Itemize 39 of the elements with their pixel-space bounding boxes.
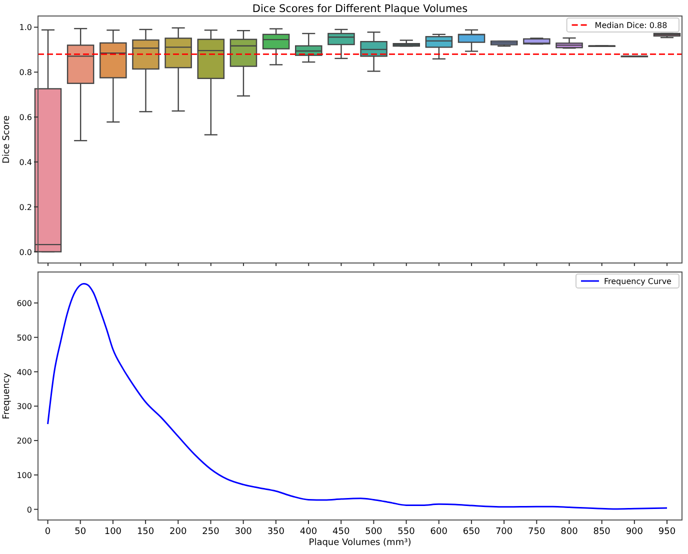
x-tick-label: 250 xyxy=(202,527,220,537)
y-tick-label: 300 xyxy=(16,402,32,412)
y-tick-label: 500 xyxy=(16,333,32,342)
x-tick-label: 400 xyxy=(300,527,318,537)
x-tick-label: 450 xyxy=(332,527,350,537)
y-axis-title: Dice Score xyxy=(2,115,12,164)
x-tick-label: 100 xyxy=(104,527,122,537)
x-tick-label: 50 xyxy=(74,527,86,537)
x-axis-title: Plaque Volumes (mm³) xyxy=(308,538,412,548)
y-tick-label: 0.2 xyxy=(19,202,32,212)
x-tick-label: 700 xyxy=(495,527,513,537)
y-tick-label: 600 xyxy=(16,298,32,308)
x-tick-label: 850 xyxy=(593,527,611,537)
y-tick-label: 100 xyxy=(16,470,32,480)
x-tick-label: 800 xyxy=(560,527,578,537)
y-tick-label: 1.0 xyxy=(19,23,32,32)
x-tick-label: 950 xyxy=(658,527,676,537)
x-tick-label: 600 xyxy=(430,527,448,537)
y-tick-label: 0.6 xyxy=(19,113,32,122)
x-tick-label: 300 xyxy=(234,527,252,537)
y-tick-label: 200 xyxy=(16,436,32,446)
y-tick-label: 0.4 xyxy=(19,158,32,167)
x-tick-label: 650 xyxy=(462,527,480,537)
y-tick-label: 400 xyxy=(16,368,32,377)
x-tick-label: 150 xyxy=(136,527,154,537)
x-tick-label: 350 xyxy=(267,527,285,537)
x-tick-label: 0 xyxy=(44,527,51,537)
x-tick-label: 900 xyxy=(626,527,644,537)
x-tick-label: 550 xyxy=(398,527,416,537)
legend-label: Frequency Curve xyxy=(604,277,672,286)
x-tick-label: 750 xyxy=(528,527,546,537)
y-tick-label: 0 xyxy=(26,505,32,514)
x-tick-label: 200 xyxy=(170,527,187,537)
y-tick-label: 0.0 xyxy=(19,248,32,257)
x-tick-label: 500 xyxy=(365,527,383,537)
y-tick-label: 0.8 xyxy=(19,68,32,78)
y-axis-title: Frequency xyxy=(2,372,12,420)
chart-title: Dice Scores for Different Plaque Volumes xyxy=(252,3,468,15)
legend-label: Median Dice: 0.88 xyxy=(594,21,668,30)
